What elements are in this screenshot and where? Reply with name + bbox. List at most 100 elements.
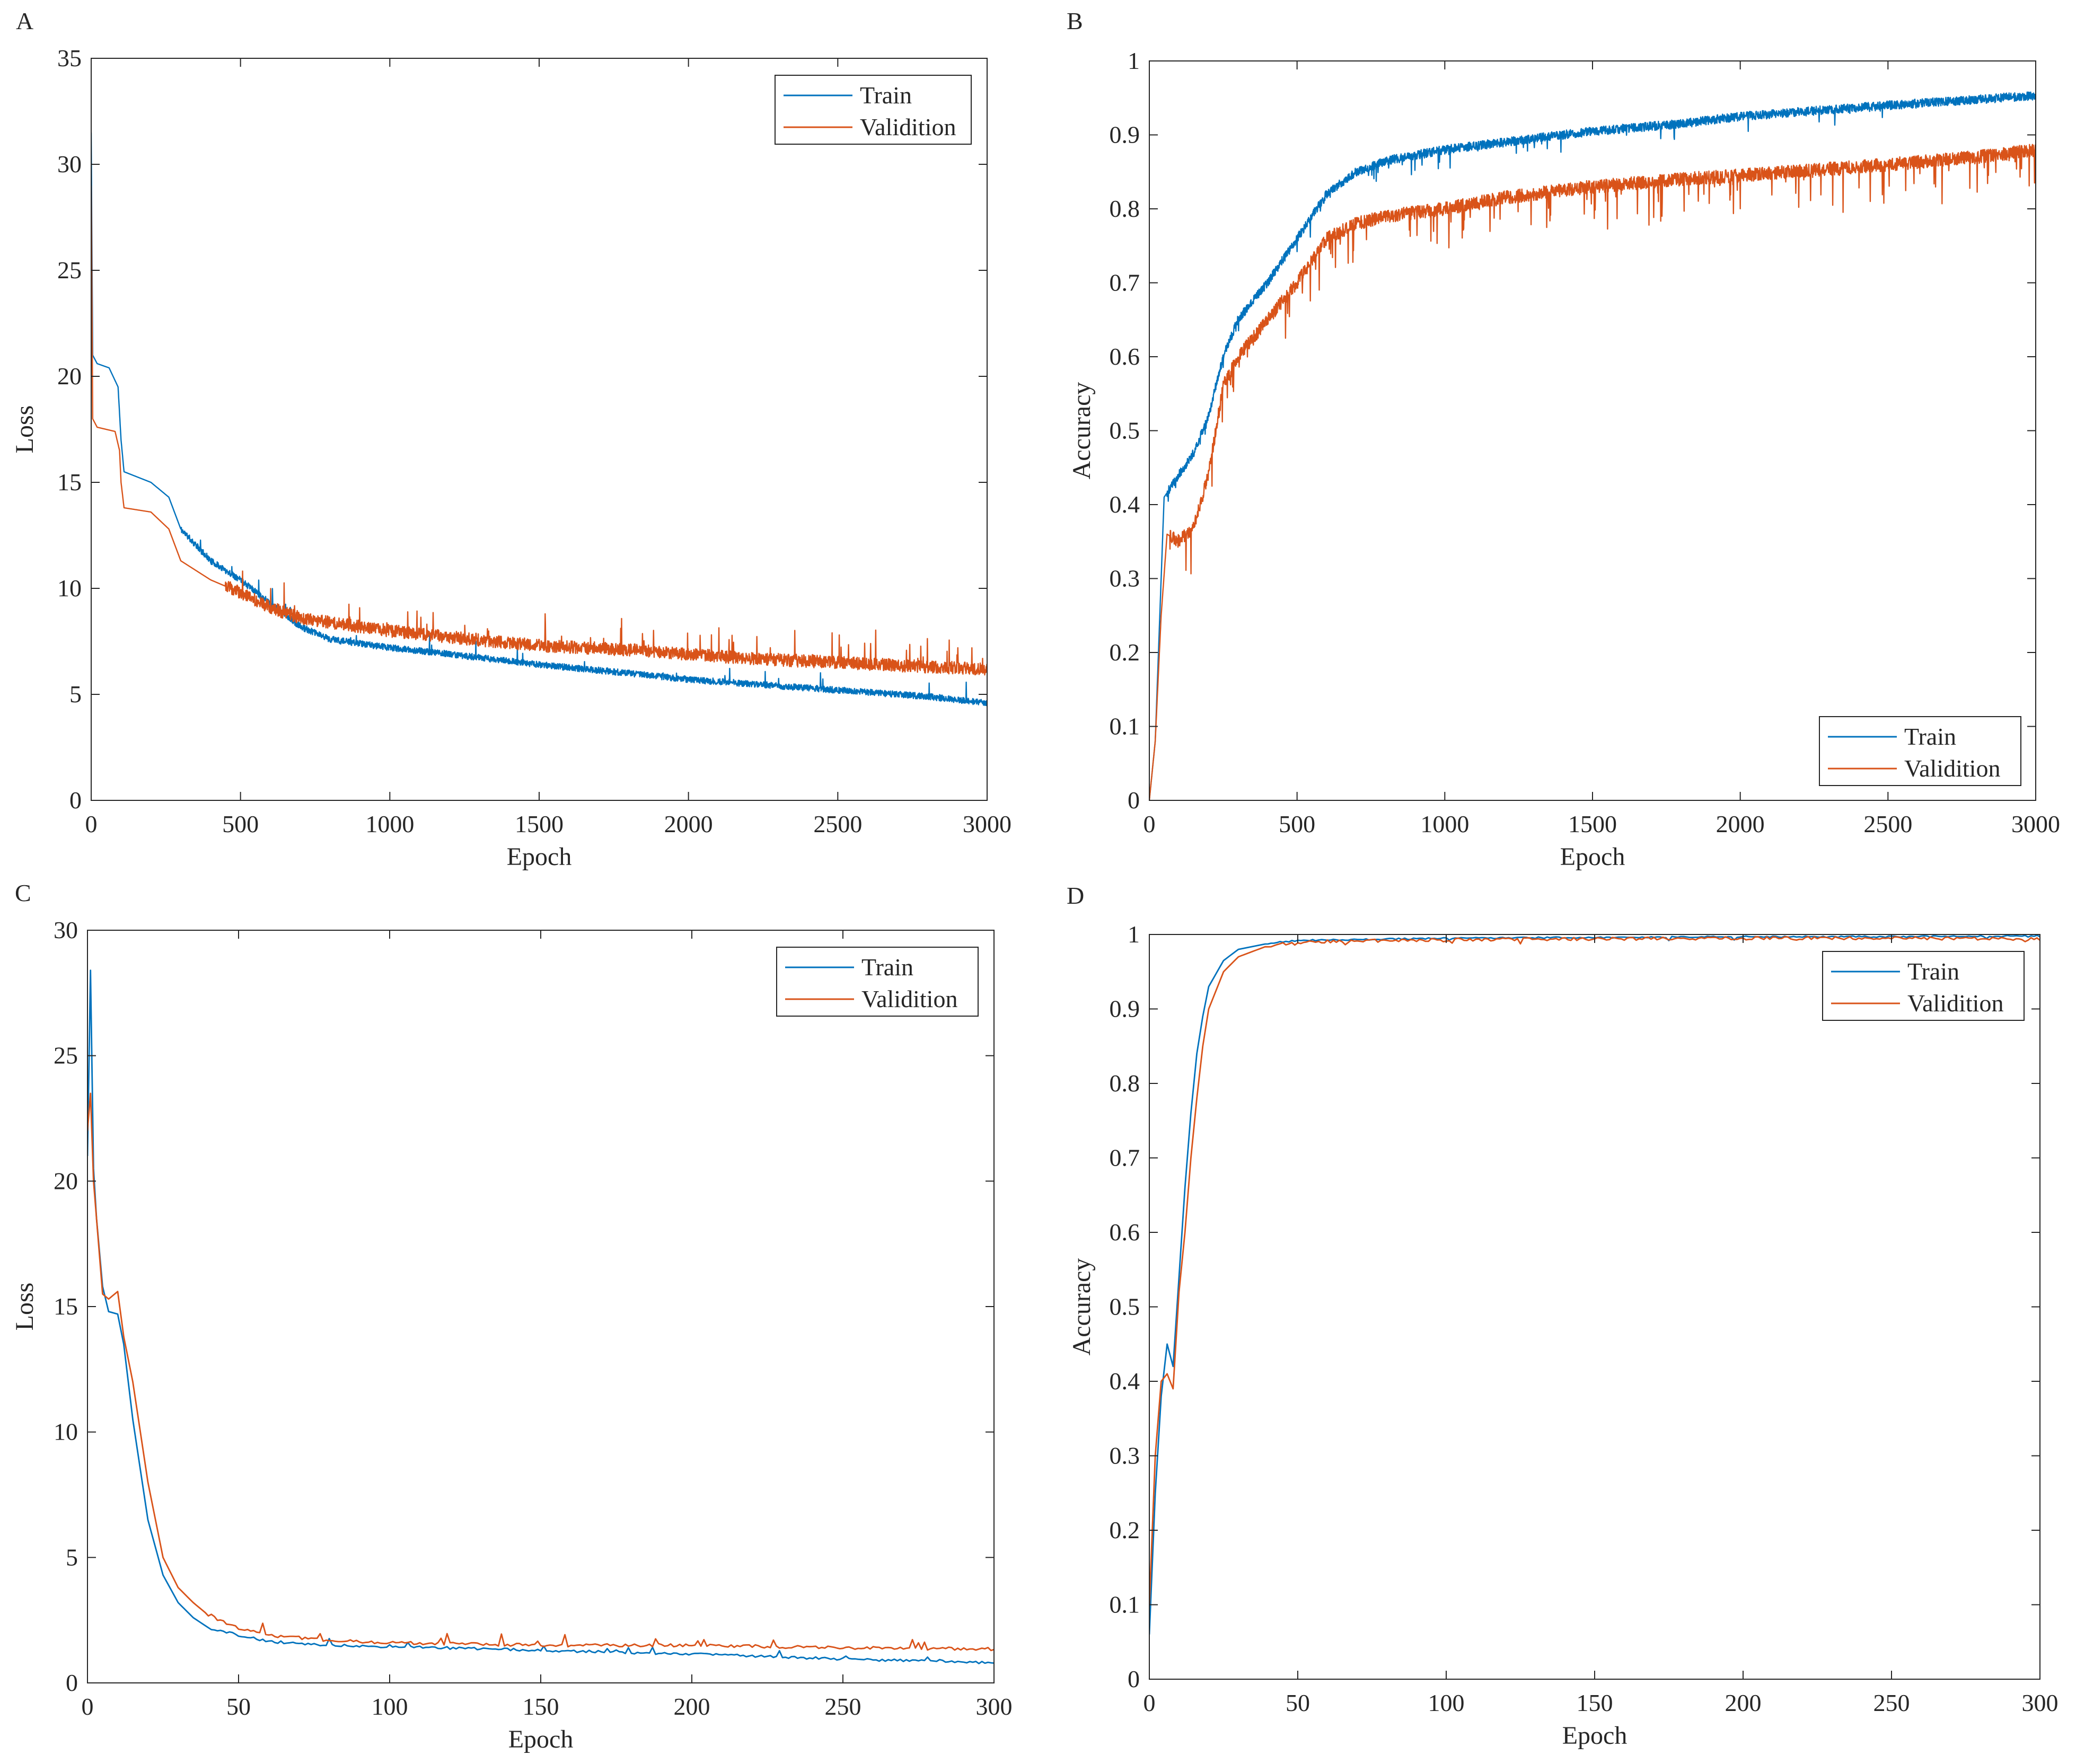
panel-d-ytick-label: 1 — [1128, 921, 1140, 948]
panel-d-ytick-label: 0.3 — [1110, 1442, 1140, 1469]
panel-d-xtick-label: 150 — [1577, 1689, 1613, 1716]
panel-a-ytick-label: 35 — [57, 45, 82, 72]
panel-b-xtick-label: 3000 — [2011, 810, 2060, 837]
panel-c-xtick-label: 200 — [674, 1693, 710, 1720]
panel-c-ytick-label: 10 — [54, 1418, 78, 1445]
panel-d-legend-label-validition: Validition — [1907, 990, 2003, 1017]
panel-d-ytick-label: 0.6 — [1110, 1219, 1140, 1246]
panel-c-series-train-line — [87, 969, 994, 1664]
panel-b-xtick-label: 1500 — [1568, 810, 1617, 837]
panel-b-legend: Train Validition — [1819, 716, 2021, 786]
panel-b-series-validition-line — [1149, 144, 2036, 800]
panel-c-letter: C — [15, 879, 31, 906]
panel-d-xtick-label: 100 — [1428, 1689, 1465, 1716]
panel-b-ytick-label: 0.7 — [1110, 269, 1140, 296]
panel-d-xtick-label: 200 — [1725, 1689, 1762, 1716]
panel-a-xtick-label: 2500 — [813, 810, 862, 837]
panel-a-letter: A — [16, 7, 33, 34]
panel-d-ytick-label: 0.8 — [1110, 1070, 1140, 1097]
panel-c-ytick-label: 25 — [54, 1042, 78, 1069]
panel-a-series-validition-line — [91, 185, 987, 676]
panel-d-x-axis-label: Epoch — [1562, 1722, 1628, 1750]
panel-a-legend: Train Validition — [775, 75, 972, 145]
panel-b-x-axis-label: Epoch — [1560, 843, 1625, 871]
panel-d-ytick-label: 0.5 — [1110, 1293, 1140, 1320]
panel-a-xtick-label: 1500 — [515, 810, 564, 837]
panel-d-xtick-label: 50 — [1286, 1689, 1310, 1716]
panel-a-xtick-label: 3000 — [963, 810, 1011, 837]
panel-d-y-axis-label: Accuracy — [1068, 1258, 1096, 1356]
panel-a-ytick-label: 10 — [57, 575, 82, 602]
panel-d-legend-box — [1822, 951, 2025, 1021]
panel-c-ytick-label: 15 — [54, 1293, 78, 1320]
panel-d-legend-label-train: Train — [1907, 958, 1959, 985]
panel-b-xtick-label: 0 — [1143, 810, 1156, 837]
panel-d-ytick-label: 0 — [1128, 1665, 1140, 1692]
panel-c-y-axis-label: Loss — [11, 1283, 39, 1331]
panel-b-ytick-label: 0.9 — [1110, 121, 1140, 148]
panel-b-series-train-line — [1149, 91, 2036, 800]
panel-d-ytick-label: 0.1 — [1110, 1591, 1140, 1618]
panel-c-ytick-label: 20 — [54, 1167, 78, 1194]
panel-c-xtick-label: 50 — [226, 1693, 251, 1720]
panel-a-legend-label-train: Train — [860, 82, 912, 109]
panel-a-xtick-label: 500 — [222, 810, 259, 837]
panel-a-ytick-label: 15 — [57, 469, 82, 496]
panel-a: A 0 500 1000 1500 2000 2500 3000 0 5 10 15 20 25 30 35 E… — [11, 7, 1011, 871]
panel-d-legend: Train Validition — [1822, 951, 2025, 1021]
panel-b-xtick-label: 500 — [1279, 810, 1315, 837]
panel-b-y-axis-label: Accuracy — [1068, 382, 1096, 480]
panel-a-ytick-label: 25 — [57, 257, 82, 284]
panel-d-ytick-label: 0.4 — [1110, 1368, 1140, 1395]
panel-a-ytick-label: 0 — [69, 787, 82, 814]
panel-b-ytick-label: 0.8 — [1110, 195, 1140, 222]
panel-c-ytick-label: 0 — [66, 1669, 78, 1696]
panel-b-legend-label-validition: Validition — [1904, 755, 2000, 782]
panel-a-ytick-label: 20 — [57, 363, 82, 390]
panel-a-y-axis-label: Loss — [11, 405, 39, 454]
panel-b-xtick-label: 1000 — [1420, 810, 1469, 837]
panel-c-xtick-label: 150 — [523, 1693, 559, 1720]
panel-c-x-axis-label: Epoch — [508, 1725, 574, 1753]
panel-c-ytick-label: 30 — [54, 916, 78, 943]
panel-c: C 0 50 100 150 200 250 300 0 5 10 15 20 25 30 Epoch Loss… — [11, 879, 1013, 1753]
panel-d-ytick-label: 0.7 — [1110, 1144, 1140, 1171]
panel-b-ytick-label: 0.5 — [1110, 417, 1140, 444]
panel-b-legend-label-train: Train — [1904, 723, 1956, 750]
panel-a-legend-box — [775, 75, 972, 145]
panel-b-letter: B — [1067, 7, 1083, 34]
panel-c-legend: Train Validition — [776, 947, 979, 1017]
panel-b-legend-box — [1819, 716, 2021, 786]
panel-a-xtick-label: 0 — [85, 810, 98, 837]
panel-b-ytick-label: 0.1 — [1110, 713, 1140, 740]
panel-a-ytick-label: 30 — [57, 151, 82, 178]
panel-b-ytick-label: 0.3 — [1110, 565, 1140, 592]
panel-c-xtick-label: 100 — [372, 1693, 408, 1720]
panel-c-series-validition-line — [87, 1092, 994, 1652]
panel-a-xtick-label: 1000 — [365, 810, 414, 837]
panel-a-ytick-label: 5 — [69, 681, 82, 708]
panel-d-xtick-label: 0 — [1143, 1689, 1156, 1716]
panel-c-xtick-label: 300 — [976, 1693, 1013, 1720]
panel-c-ytick-label: 5 — [66, 1543, 78, 1571]
panel-c-legend-label-validition: Validition — [861, 985, 957, 1012]
panel-b-xtick-label: 2000 — [1716, 810, 1765, 837]
panel-d-ytick-label: 0.2 — [1110, 1516, 1140, 1543]
panel-a-series-train-line — [91, 132, 987, 707]
panel-b-ytick-label: 0 — [1128, 787, 1140, 814]
panel-b-ytick-label: 0.2 — [1110, 639, 1140, 666]
panel-b-ytick-label: 0.6 — [1110, 343, 1140, 370]
panel-c-xtick-label: 250 — [825, 1693, 861, 1720]
panel-d: D 0 50 100 150 200 250 300 0 0.1 0.2 0.3 0.4 0.5 0.6 0.… — [1067, 882, 2059, 1750]
panel-d-ytick-label: 0.9 — [1110, 995, 1140, 1022]
panel-a-xtick-label: 2000 — [664, 810, 713, 837]
panel-c-legend-label-train: Train — [861, 954, 913, 981]
panel-c-legend-box — [776, 947, 979, 1017]
panel-d-letter: D — [1067, 882, 1084, 909]
panel-b: B 0 500 1000 1500 2000 2500 3000 0 0.1 0.2 0.3 0.4 0.… — [1067, 7, 2060, 871]
panel-a-legend-label-validition: Validition — [860, 113, 956, 140]
panel-a-x-axis-label: Epoch — [507, 843, 572, 871]
panel-b-ytick-label: 1 — [1128, 47, 1140, 74]
